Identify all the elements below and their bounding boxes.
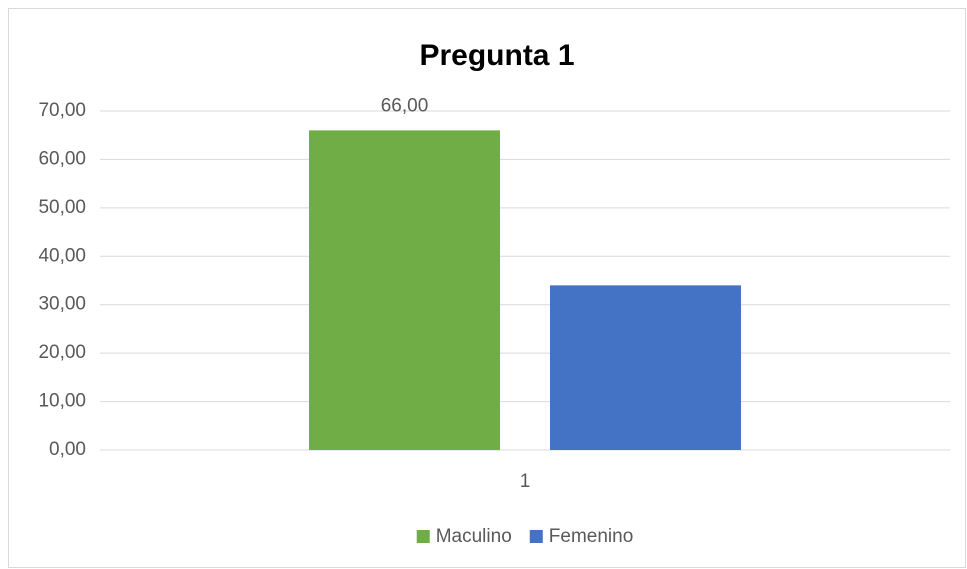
bar bbox=[549, 285, 741, 450]
legend-swatch bbox=[416, 530, 430, 543]
data-label: 66,00 bbox=[381, 95, 429, 116]
legend-swatch bbox=[529, 530, 543, 543]
y-tick-label: 60,00 bbox=[38, 148, 86, 169]
legend-label: Maculino bbox=[436, 526, 512, 547]
bar bbox=[309, 130, 501, 450]
y-tick-label: 70,00 bbox=[38, 100, 86, 121]
legend-label: Femenino bbox=[549, 526, 634, 547]
y-tick-label: 10,00 bbox=[38, 391, 86, 412]
y-tick-label: 40,00 bbox=[38, 245, 86, 266]
chart-title: Pregunta 1 bbox=[419, 39, 574, 72]
y-tick-label: 0,00 bbox=[49, 439, 86, 460]
x-tick-label: 1 bbox=[520, 471, 531, 492]
y-tick-label: 50,00 bbox=[38, 197, 86, 218]
y-tick-label: 20,00 bbox=[38, 342, 86, 363]
y-tick-label: 30,00 bbox=[38, 294, 86, 315]
